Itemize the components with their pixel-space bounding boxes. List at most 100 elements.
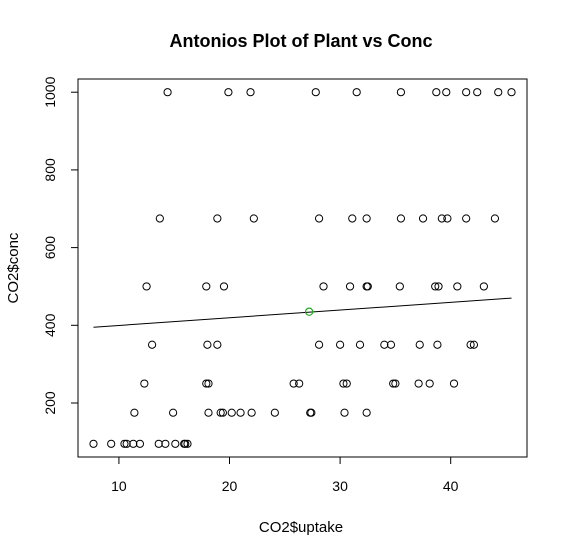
data-point [362, 214, 371, 223]
data-point [249, 214, 258, 223]
data-point [311, 88, 320, 97]
data-point [490, 214, 500, 223]
data-point [218, 408, 227, 417]
data-point [169, 408, 178, 417]
data-point [270, 408, 279, 417]
data-point [355, 340, 365, 349]
data-point [307, 408, 316, 417]
data-point [418, 214, 428, 223]
data-point [154, 439, 163, 448]
data-point [425, 379, 434, 388]
data-point [449, 379, 459, 388]
data-point [391, 379, 400, 388]
data-point [130, 408, 139, 417]
data-point [181, 439, 190, 448]
x-axis: 10 20 30 40 [111, 457, 459, 494]
data-point [314, 340, 324, 349]
data-point [389, 379, 398, 388]
data-point [342, 379, 351, 388]
data-point [336, 340, 345, 349]
data-point [396, 88, 406, 97]
data-point [236, 408, 245, 417]
data-point [345, 282, 355, 291]
data-point [473, 88, 482, 97]
data-point [340, 408, 349, 417]
data-point [462, 214, 471, 223]
data-point [129, 439, 138, 448]
data-point [216, 408, 225, 417]
data-point [469, 340, 479, 349]
data-point [466, 340, 475, 349]
data-point [348, 214, 357, 223]
x-tick-label: 20 [222, 478, 238, 494]
data-point [247, 408, 256, 417]
data-point [352, 88, 361, 97]
data-point [155, 214, 164, 223]
data-point [386, 340, 396, 349]
plot-frame [77, 78, 528, 458]
data-point [204, 379, 213, 388]
data-point [122, 439, 131, 448]
data-point [219, 282, 229, 291]
data-point [431, 282, 440, 291]
data-point [202, 379, 211, 388]
data-point [142, 282, 151, 291]
y-tick-label: 1000 [42, 76, 58, 107]
data-point [339, 379, 348, 388]
data-point [289, 379, 298, 388]
y-axis: 200 400 600 800 1000 [42, 76, 78, 415]
data-point [204, 408, 213, 417]
data-point [363, 282, 372, 291]
data-point [213, 214, 222, 223]
data-points [89, 88, 516, 448]
x-tick-label: 40 [443, 478, 459, 494]
y-tick-label: 400 [42, 313, 58, 337]
data-point [362, 408, 371, 417]
x-tick-label: 30 [332, 478, 348, 494]
y-tick-label: 200 [42, 391, 58, 415]
data-point [380, 340, 389, 349]
data-point [171, 439, 180, 448]
data-point [224, 88, 233, 97]
data-point [163, 88, 172, 97]
data-point [140, 379, 149, 388]
data-point [135, 439, 145, 448]
data-point [479, 282, 488, 291]
data-point [147, 340, 157, 349]
data-point [319, 282, 328, 291]
highlight-point [304, 307, 314, 316]
data-point [314, 214, 324, 223]
data-point [494, 88, 503, 97]
x-axis-label: CO2$uptake [259, 519, 343, 536]
data-point [453, 282, 462, 291]
chart-title: Antonios Plot of Plant vs Conc [169, 31, 432, 51]
data-point [295, 379, 304, 388]
data-point [507, 88, 516, 97]
data-point [396, 214, 406, 223]
y-tick-label: 800 [42, 158, 58, 182]
data-point [89, 439, 98, 448]
data-point [443, 214, 452, 223]
data-point [183, 439, 192, 448]
data-point [437, 214, 446, 223]
x-tick-label: 10 [111, 478, 127, 494]
data-point [107, 439, 116, 448]
data-point [202, 282, 211, 291]
data-point [415, 340, 424, 349]
data-point [414, 379, 423, 388]
y-tick-label: 600 [42, 236, 58, 260]
data-point [442, 88, 451, 97]
data-point [432, 88, 441, 97]
data-point [203, 340, 212, 349]
data-point [161, 439, 170, 448]
y-axis-label: CO2$conc [5, 232, 22, 303]
data-point [246, 88, 255, 97]
data-point [434, 282, 443, 291]
data-point [433, 340, 442, 349]
data-point [395, 282, 404, 291]
data-point [227, 408, 236, 417]
data-point [120, 439, 129, 448]
data-point [462, 88, 471, 97]
data-point [213, 340, 222, 349]
